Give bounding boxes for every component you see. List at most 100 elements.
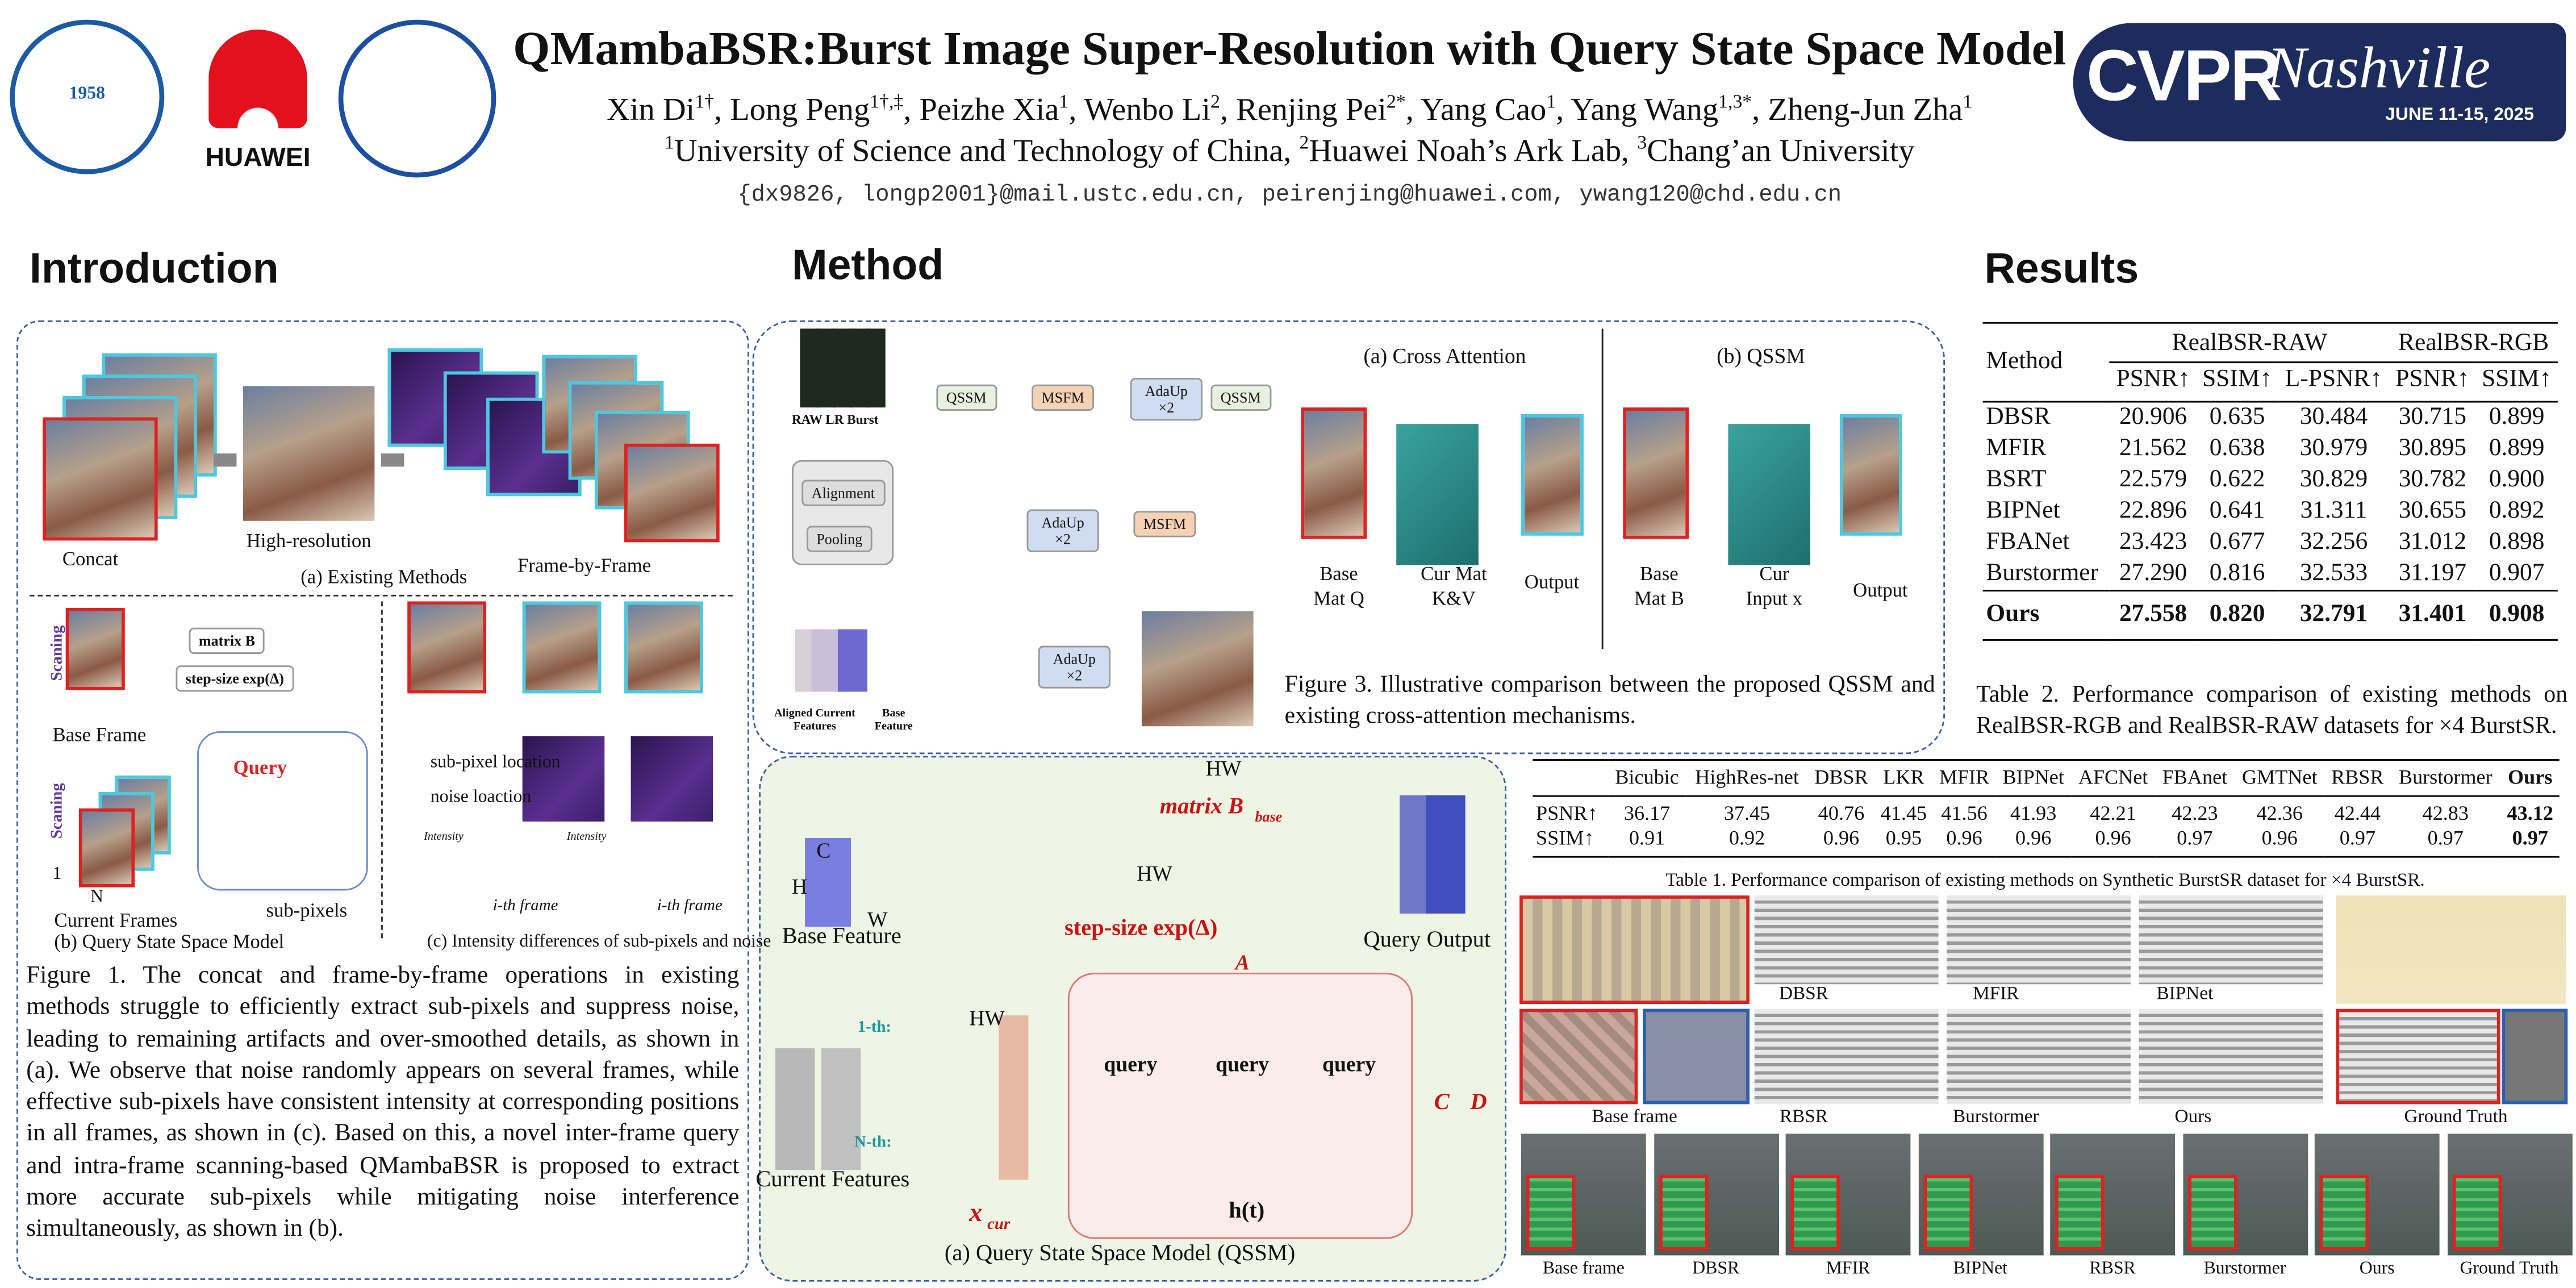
image <box>1141 611 1254 727</box>
table-row: PSNR↑ 36.17 37.45 40.76 41.45 41.56 41.93 42.21… <box>1533 796 2559 827</box>
image-label: DBSR <box>1692 1258 1740 1278</box>
figure-label: sub-pixel location <box>430 752 561 773</box>
table-header: HighRes-net <box>1695 765 1799 789</box>
arrow <box>381 453 404 467</box>
image <box>1658 1174 1708 1251</box>
image <box>2139 895 2323 985</box>
figure-label: H <box>791 874 808 899</box>
heading: Method <box>791 240 944 289</box>
author-mark: 1 <box>1546 90 1556 112</box>
image <box>805 837 851 927</box>
table-header: FBAnet <box>2162 765 2228 789</box>
table-cell: 32.533 <box>2299 560 2368 587</box>
author: Yang Wang1,3* <box>1571 90 1768 127</box>
figure-label: step-size exp(Δ) <box>176 665 294 692</box>
table-cell: Ours <box>1986 601 2040 628</box>
figure-label: query <box>1104 1051 1158 1077</box>
heading: Introduction <box>30 243 279 293</box>
affiliation-name: Chang’an University <box>1647 134 1915 169</box>
figure-label: D <box>1470 1091 1487 1116</box>
table-cell: 0.96 <box>2261 826 2298 850</box>
table-cell: 27.558 <box>2119 601 2187 628</box>
figure3-caption: Figure 3. Illustrative comparison betwee… <box>1284 672 1935 730</box>
table-cell: 30.655 <box>2398 498 2467 524</box>
table-cell: 22.896 <box>2119 498 2187 524</box>
table-cell: 42.83 <box>2422 802 2469 825</box>
figure-label: Current Frames <box>54 908 178 932</box>
table-row: Bicubic HighRes-net DBSR LKR MFIR BIPNet AFCNe… <box>1533 760 2560 797</box>
table-cell: 0.96 <box>1946 826 1982 850</box>
figure-label: MSFM <box>1133 511 1196 537</box>
author-mark: 1 <box>1963 90 1973 112</box>
method-panel <box>752 320 1945 755</box>
affiliation-name: University of Science and Technology of … <box>674 134 1284 169</box>
image <box>631 736 713 822</box>
image <box>816 328 837 408</box>
author-mark: 2 <box>1210 90 1220 112</box>
table-cell: 21.562 <box>2119 435 2187 462</box>
table-cell: BSRT <box>1986 466 2047 493</box>
author-name: Renjing Pei <box>1236 93 1387 128</box>
image <box>1426 795 1466 914</box>
figure-label: A <box>1235 949 1250 974</box>
table-cell: 0.97 <box>2427 826 2464 850</box>
image-label: Ours <box>2174 1107 2212 1127</box>
figure-label: Pooling <box>806 526 872 552</box>
table-cell: 0.622 <box>2209 466 2265 493</box>
table-header: LKR <box>1883 765 1924 789</box>
table-header: RealBSR-RGB <box>2389 323 2558 364</box>
cvpr-city: Nashville <box>2266 34 2491 101</box>
author: Xin Di1† <box>607 90 730 127</box>
table-cell: 20.906 <box>2119 404 2187 431</box>
image <box>522 601 602 694</box>
table2: Method RealBSR-RAW RealBSR-RGB PSNR↑ SSIM↑ L-… <box>1982 322 2558 641</box>
table-cell: 30.829 <box>2299 466 2368 493</box>
figure-label: C <box>816 837 831 863</box>
table-cell: 31.311 <box>2300 498 2368 524</box>
table-cell: 30.715 <box>2398 404 2467 431</box>
image <box>522 736 605 822</box>
figure-label: Cur Input x <box>1746 562 1803 610</box>
affiliation: 3Chang’an University <box>1637 131 1915 169</box>
figure-label: Cur Mat K&V <box>1421 562 1487 610</box>
table-header: RBSR <box>2331 765 2384 789</box>
table-header <box>1533 760 1608 797</box>
table-cell: 42.36 <box>2256 802 2303 825</box>
figure-label: base <box>1255 808 1283 825</box>
huawei-text: HUAWEI <box>205 144 311 173</box>
image <box>837 629 867 692</box>
figure-label: i-th frame <box>492 897 558 915</box>
image <box>65 608 125 690</box>
figure-label: query <box>1322 1051 1376 1077</box>
table-cell: MFIR <box>1986 435 2047 462</box>
image <box>849 328 869 408</box>
affiliation-mark: 3 <box>1637 131 1647 153</box>
image-label: Base frame <box>1592 1107 1677 1127</box>
image <box>1623 407 1689 539</box>
image <box>2055 1174 2105 1251</box>
image <box>2336 895 2566 1004</box>
huawei-logo: HUAWEI <box>184 30 332 177</box>
figure-label: RAW LR Burst <box>791 412 879 427</box>
figure-label: Frame-by-Frame <box>517 553 652 577</box>
table-cell: 43.12 <box>2507 802 2553 825</box>
table1-caption: Table 1. Performance comparison of exist… <box>1665 870 2425 891</box>
table-cell: PSNR↑ <box>1536 802 1598 825</box>
image <box>1840 414 1902 536</box>
image-label: BIPNet <box>2156 984 2214 1004</box>
cvpr-logo: CVPR Nashville JUNE 11-15, 2025 <box>2073 23 2566 141</box>
table-row: DBSR 20.906 0.635 30.484 30.715 0.899 <box>1982 402 2558 433</box>
figure-label: Alignment <box>801 480 885 506</box>
author: Renjing Pei2* <box>1236 90 1421 128</box>
image <box>1923 1174 1972 1251</box>
figure-label: step-size exp(Δ) <box>1064 916 1218 942</box>
figure-label: matrix B <box>1159 795 1244 820</box>
figure-label: (b) Query State Space Model <box>54 929 285 953</box>
table-header: PSNR↑ <box>2116 366 2190 393</box>
table-cell: 0.638 <box>2209 435 2265 462</box>
author-mark: 2* <box>1386 90 1406 112</box>
figure-label: (b) QSSM <box>1717 343 1805 368</box>
image-label: Base frame <box>1542 1258 1625 1278</box>
table-cell: 23.423 <box>2119 529 2187 556</box>
image <box>1301 407 1367 539</box>
